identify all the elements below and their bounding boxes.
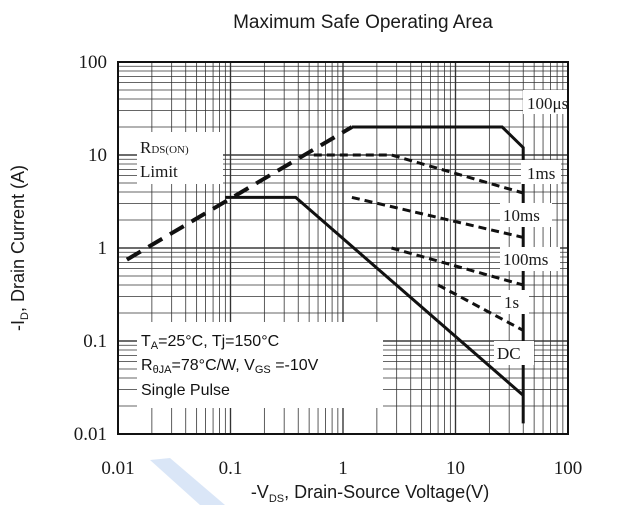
label-10ms: 10ms — [503, 206, 540, 225]
y-tick-label: 0.1 — [83, 331, 107, 352]
y-axis-label-prefix: -I — [8, 320, 28, 331]
x-tick-label: 1 — [338, 458, 348, 479]
x-axis-label-suffix: , Drain-Source Voltage(V) — [284, 482, 489, 502]
x-tick-label: 0.1 — [219, 458, 243, 479]
tick-labels: 0.01 0.1 1 10 100 100 10 1 0.1 0.01 — [74, 52, 583, 479]
curve-1ms — [313, 153, 524, 195]
curve-dc — [225, 195, 525, 397]
label-1ms: 1ms — [527, 164, 555, 183]
curve-rds-on-limit — [125, 125, 353, 262]
x-tick-label: 100 — [554, 458, 583, 479]
watermark-stroke — [150, 458, 225, 505]
annotation-line2-sub2: GS — [255, 364, 271, 376]
chart-title: Maximum Safe Operating Area — [233, 12, 493, 33]
annotation-line3: Single Pulse — [141, 382, 230, 399]
curve-labels: 100μs 1ms 10ms 100ms 1s DC RDS(ON) Limit — [137, 90, 568, 365]
conditions-annotation: TA=25°C, Tj=150°C RθJA=78°C/W, VGS =-10V… — [137, 322, 383, 408]
y-axis-label: -ID, Drain Current (A) — [8, 165, 31, 331]
y-tick-label: 0.01 — [74, 424, 107, 445]
x-axis-label-prefix: -V — [251, 482, 269, 502]
plot-frame — [117, 61, 569, 435]
y-tick-label: 100 — [79, 52, 108, 73]
annotation-line1-prefix: T — [141, 333, 151, 350]
label-rds-limit: Limit — [140, 162, 178, 181]
y-tick-label: 1 — [98, 238, 108, 259]
x-axis-label: -VDS, Drain-Source Voltage(V) — [251, 482, 489, 505]
annotation-line1: TA=25°C, Tj=150°C — [141, 333, 279, 352]
label-rds-r: R — [140, 138, 152, 157]
annotation-line2-rest: =-10V — [271, 357, 319, 374]
annotation-line2-mid: =78°C/W, V — [172, 357, 256, 374]
label-bg-rds — [137, 132, 223, 184]
label-1s: 1s — [504, 293, 519, 312]
annotation-line2-sub: θJA — [153, 364, 173, 376]
x-tick-label: 0.01 — [101, 458, 134, 479]
x-axis-label-sub: DS — [269, 493, 284, 505]
label-bg-1ms — [521, 160, 561, 184]
annotation-line2-prefix: R — [141, 357, 153, 374]
x-tick-label: 10 — [446, 458, 465, 479]
label-100us: 100μs — [527, 94, 568, 113]
annotation-bg — [137, 322, 383, 408]
label-bg-1s — [501, 290, 529, 314]
label-rds-main: RDS(ON) — [140, 138, 189, 157]
soa-curves — [125, 125, 525, 424]
label-bg-100us — [523, 90, 567, 114]
annotation-line1-rest: =25°C, Tj=150°C — [158, 333, 279, 350]
label-dc: DC — [497, 344, 521, 363]
label-bg-100ms — [500, 247, 560, 271]
annotation-line2: RθJA=78°C/W, VGS =-10V — [141, 357, 319, 376]
label-bg-10ms — [500, 203, 552, 227]
y-axis-label-suffix: , Drain Current (A) — [8, 165, 28, 312]
curve-1s — [437, 283, 524, 332]
label-rds-sub: DS(ON) — [151, 144, 189, 156]
label-bg-dc — [494, 341, 534, 365]
annotation-line1-sub: A — [151, 340, 159, 352]
curve-100ms — [391, 246, 524, 287]
curve-10ms — [351, 195, 524, 239]
y-tick-label: 10 — [88, 145, 107, 166]
curve-100-s — [351, 125, 525, 424]
y-axis-label-sub: D — [19, 312, 31, 320]
label-100ms: 100ms — [503, 250, 548, 269]
